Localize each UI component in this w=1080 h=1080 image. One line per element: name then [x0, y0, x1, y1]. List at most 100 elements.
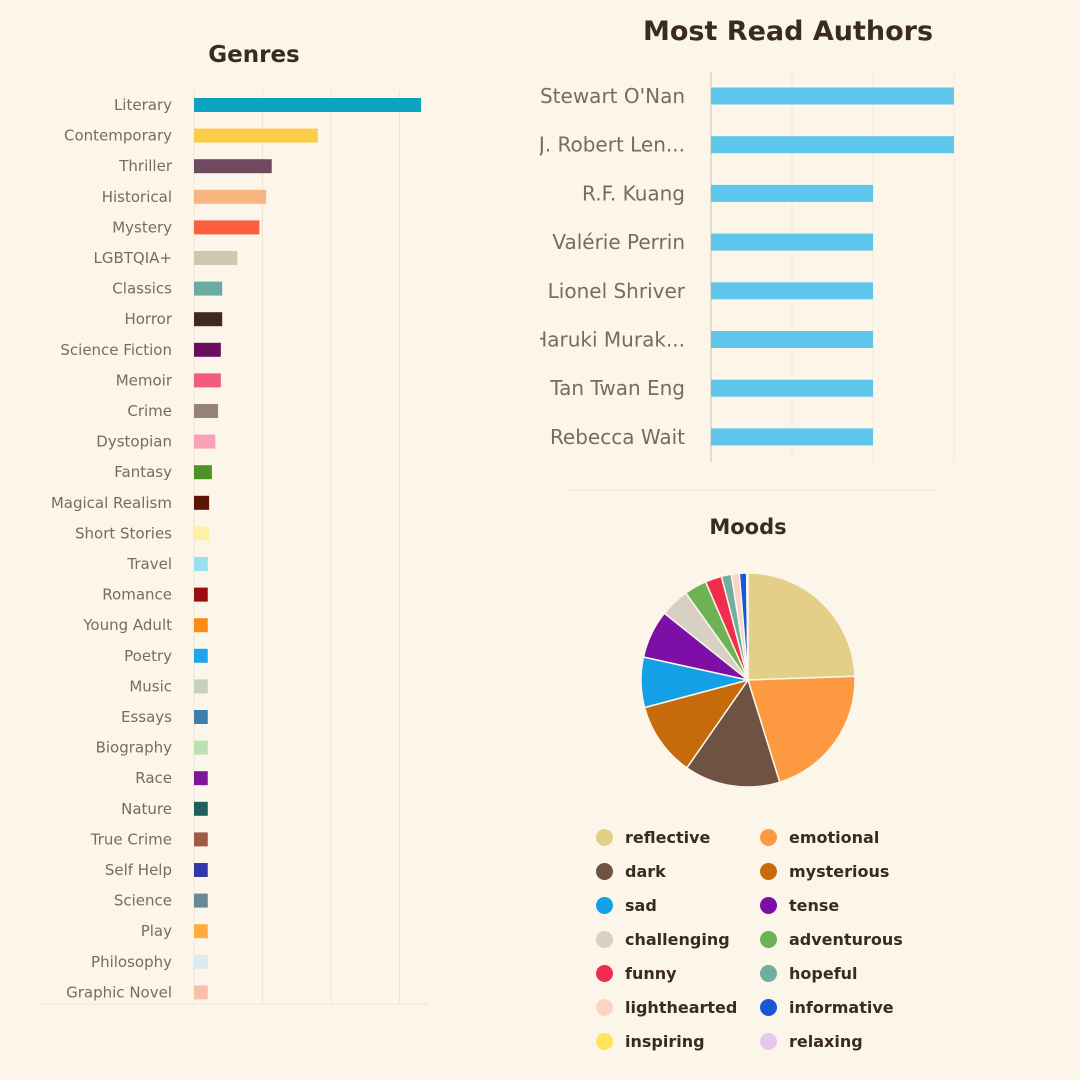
genre-label: Fantasy	[114, 463, 172, 481]
author-bar	[711, 331, 873, 348]
legend-swatch	[760, 998, 777, 1016]
genre-label: Memoir	[116, 371, 173, 389]
genre-label: Nature	[121, 800, 172, 818]
author-bar	[711, 87, 954, 105]
legend-label: informative	[789, 997, 894, 1017]
genre-label: Poetry	[124, 647, 172, 665]
author-label: Lionel Shriver	[548, 279, 686, 303]
legend-item: reflective	[596, 826, 760, 848]
legend-label: funny	[625, 963, 677, 983]
section-divider	[568, 490, 934, 491]
genre-bar	[194, 618, 208, 633]
author-label: Rebecca Wait	[550, 425, 685, 449]
mood-slice	[643, 678, 750, 769]
genre-label: Mystery	[112, 218, 172, 236]
legend-swatch	[596, 828, 613, 846]
author-label: R.F. Kuang	[582, 181, 685, 205]
moods-chart-title: Moods	[709, 515, 787, 539]
legend-swatch	[760, 930, 777, 948]
genre-bar	[194, 465, 212, 480]
genre-bar	[194, 740, 208, 755]
genre-bar	[194, 771, 208, 786]
genre-bar	[194, 801, 208, 816]
genre-bar	[194, 373, 221, 388]
legend-swatch	[760, 896, 777, 914]
legend-item: emotional	[760, 826, 924, 848]
legend-item: dark	[596, 860, 760, 882]
genre-label: Magical Realism	[51, 494, 172, 512]
genre-bar	[194, 587, 208, 602]
legend-item: adventurous	[760, 928, 924, 950]
legend-swatch	[760, 964, 777, 982]
genres-chart-title: Genres	[208, 42, 300, 68]
genre-label: LGBTQIA+	[94, 249, 173, 267]
legend-swatch	[760, 1032, 777, 1050]
author-label: Tan Twan Eng	[549, 376, 685, 400]
mood-slice	[747, 572, 856, 681]
genre-label: Young Adult	[82, 616, 172, 634]
legend-label: relaxing	[789, 1031, 863, 1051]
genre-bar	[194, 648, 208, 663]
legend-item: informative	[760, 996, 924, 1018]
genre-label: Self Help	[105, 861, 172, 879]
genre-label: Horror	[124, 310, 172, 328]
legend-label: lighthearted	[625, 997, 738, 1017]
genre-label: Historical	[102, 188, 172, 206]
author-bar	[711, 136, 954, 154]
legend-label: reflective	[625, 827, 711, 847]
legend-label: hopeful	[789, 963, 858, 983]
author-bar	[711, 233, 873, 251]
genre-bar	[194, 863, 208, 877]
genre-label: Music	[129, 677, 172, 695]
author-label: Haruki Murak...	[540, 328, 685, 352]
genre-label: Classics	[112, 280, 172, 298]
genre-label: Science	[114, 892, 172, 910]
mood-slice	[746, 572, 749, 681]
genre-bar	[194, 710, 208, 724]
genre-label: Biography	[96, 739, 173, 757]
author-label: Valérie Perrin	[552, 230, 685, 254]
genre-bar	[194, 281, 223, 296]
genre-label: True Crime	[90, 830, 172, 848]
genre-bar	[194, 679, 208, 694]
genre-label: Dystopian	[96, 433, 172, 451]
genre-bar	[194, 434, 216, 449]
genres-chart: Literary Contemporary Thriller Historical My…	[40, 90, 428, 1005]
author-label: J. Robert Len...	[540, 133, 685, 157]
legend-swatch	[596, 964, 613, 982]
moods-pie-chart	[640, 572, 856, 788]
moods-legend: reflective emotional dark mysterious sad tens…	[596, 826, 936, 1052]
genre-label: Romance	[102, 586, 172, 604]
legend-swatch	[760, 862, 777, 880]
mood-slice	[685, 678, 781, 788]
genre-bar	[194, 557, 208, 571]
legend-label: dark	[625, 861, 666, 881]
mood-slice	[746, 675, 856, 784]
genre-label: Literary	[114, 96, 172, 114]
legend-label: inspiring	[625, 1031, 705, 1051]
legend-item: lighthearted	[596, 996, 760, 1018]
legend-swatch	[596, 862, 613, 880]
genre-bar	[194, 954, 208, 969]
legend-item: hopeful	[760, 962, 924, 984]
legend-label: mysterious	[789, 861, 890, 881]
genre-label: Philosophy	[91, 953, 172, 971]
genre-bar	[194, 342, 221, 357]
genre-label: Crime	[127, 402, 172, 420]
genre-bar	[194, 128, 318, 143]
legend-label: emotional	[789, 827, 880, 847]
legend-item: funny	[596, 962, 760, 984]
legend-item: inspiring	[596, 1030, 760, 1052]
genre-bar	[194, 98, 421, 112]
author-label: Stewart O'Nan	[540, 84, 685, 108]
genre-label: Graphic Novel	[66, 983, 172, 1001]
genre-bar	[194, 832, 208, 847]
legend-swatch	[596, 930, 613, 948]
genre-label: Race	[135, 769, 172, 787]
genre-label: Travel	[126, 555, 172, 573]
genre-bar	[194, 404, 219, 418]
genre-bar	[194, 312, 223, 327]
legend-item: relaxing	[760, 1030, 924, 1052]
genre-label: Short Stories	[75, 524, 172, 542]
genre-bar	[194, 189, 267, 204]
